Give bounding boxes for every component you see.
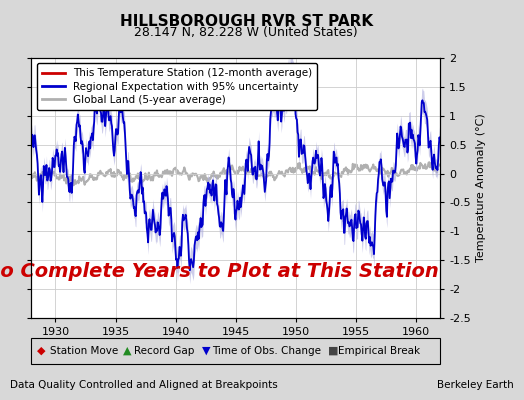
Text: ◆: ◆ [37, 346, 45, 356]
Text: Record Gap: Record Gap [134, 346, 194, 356]
Text: No Complete Years to Plot at This Station: No Complete Years to Plot at This Statio… [0, 262, 439, 281]
Text: HILLSBOROUGH RVR ST PARK: HILLSBOROUGH RVR ST PARK [119, 14, 373, 29]
Text: ■: ■ [328, 346, 338, 356]
Text: Empirical Break: Empirical Break [338, 346, 420, 356]
Legend: This Temperature Station (12-month average), Regional Expectation with 95% uncer: This Temperature Station (12-month avera… [37, 63, 318, 110]
Text: Data Quality Controlled and Aligned at Breakpoints: Data Quality Controlled and Aligned at B… [10, 380, 278, 390]
Text: Berkeley Earth: Berkeley Earth [437, 380, 514, 390]
Y-axis label: Temperature Anomaly (°C): Temperature Anomaly (°C) [476, 114, 486, 262]
Text: Time of Obs. Change: Time of Obs. Change [212, 346, 321, 356]
Text: Station Move: Station Move [50, 346, 118, 356]
Text: 28.147 N, 82.228 W (United States): 28.147 N, 82.228 W (United States) [135, 26, 358, 39]
Text: ▼: ▼ [202, 346, 210, 356]
Text: ▲: ▲ [123, 346, 132, 356]
